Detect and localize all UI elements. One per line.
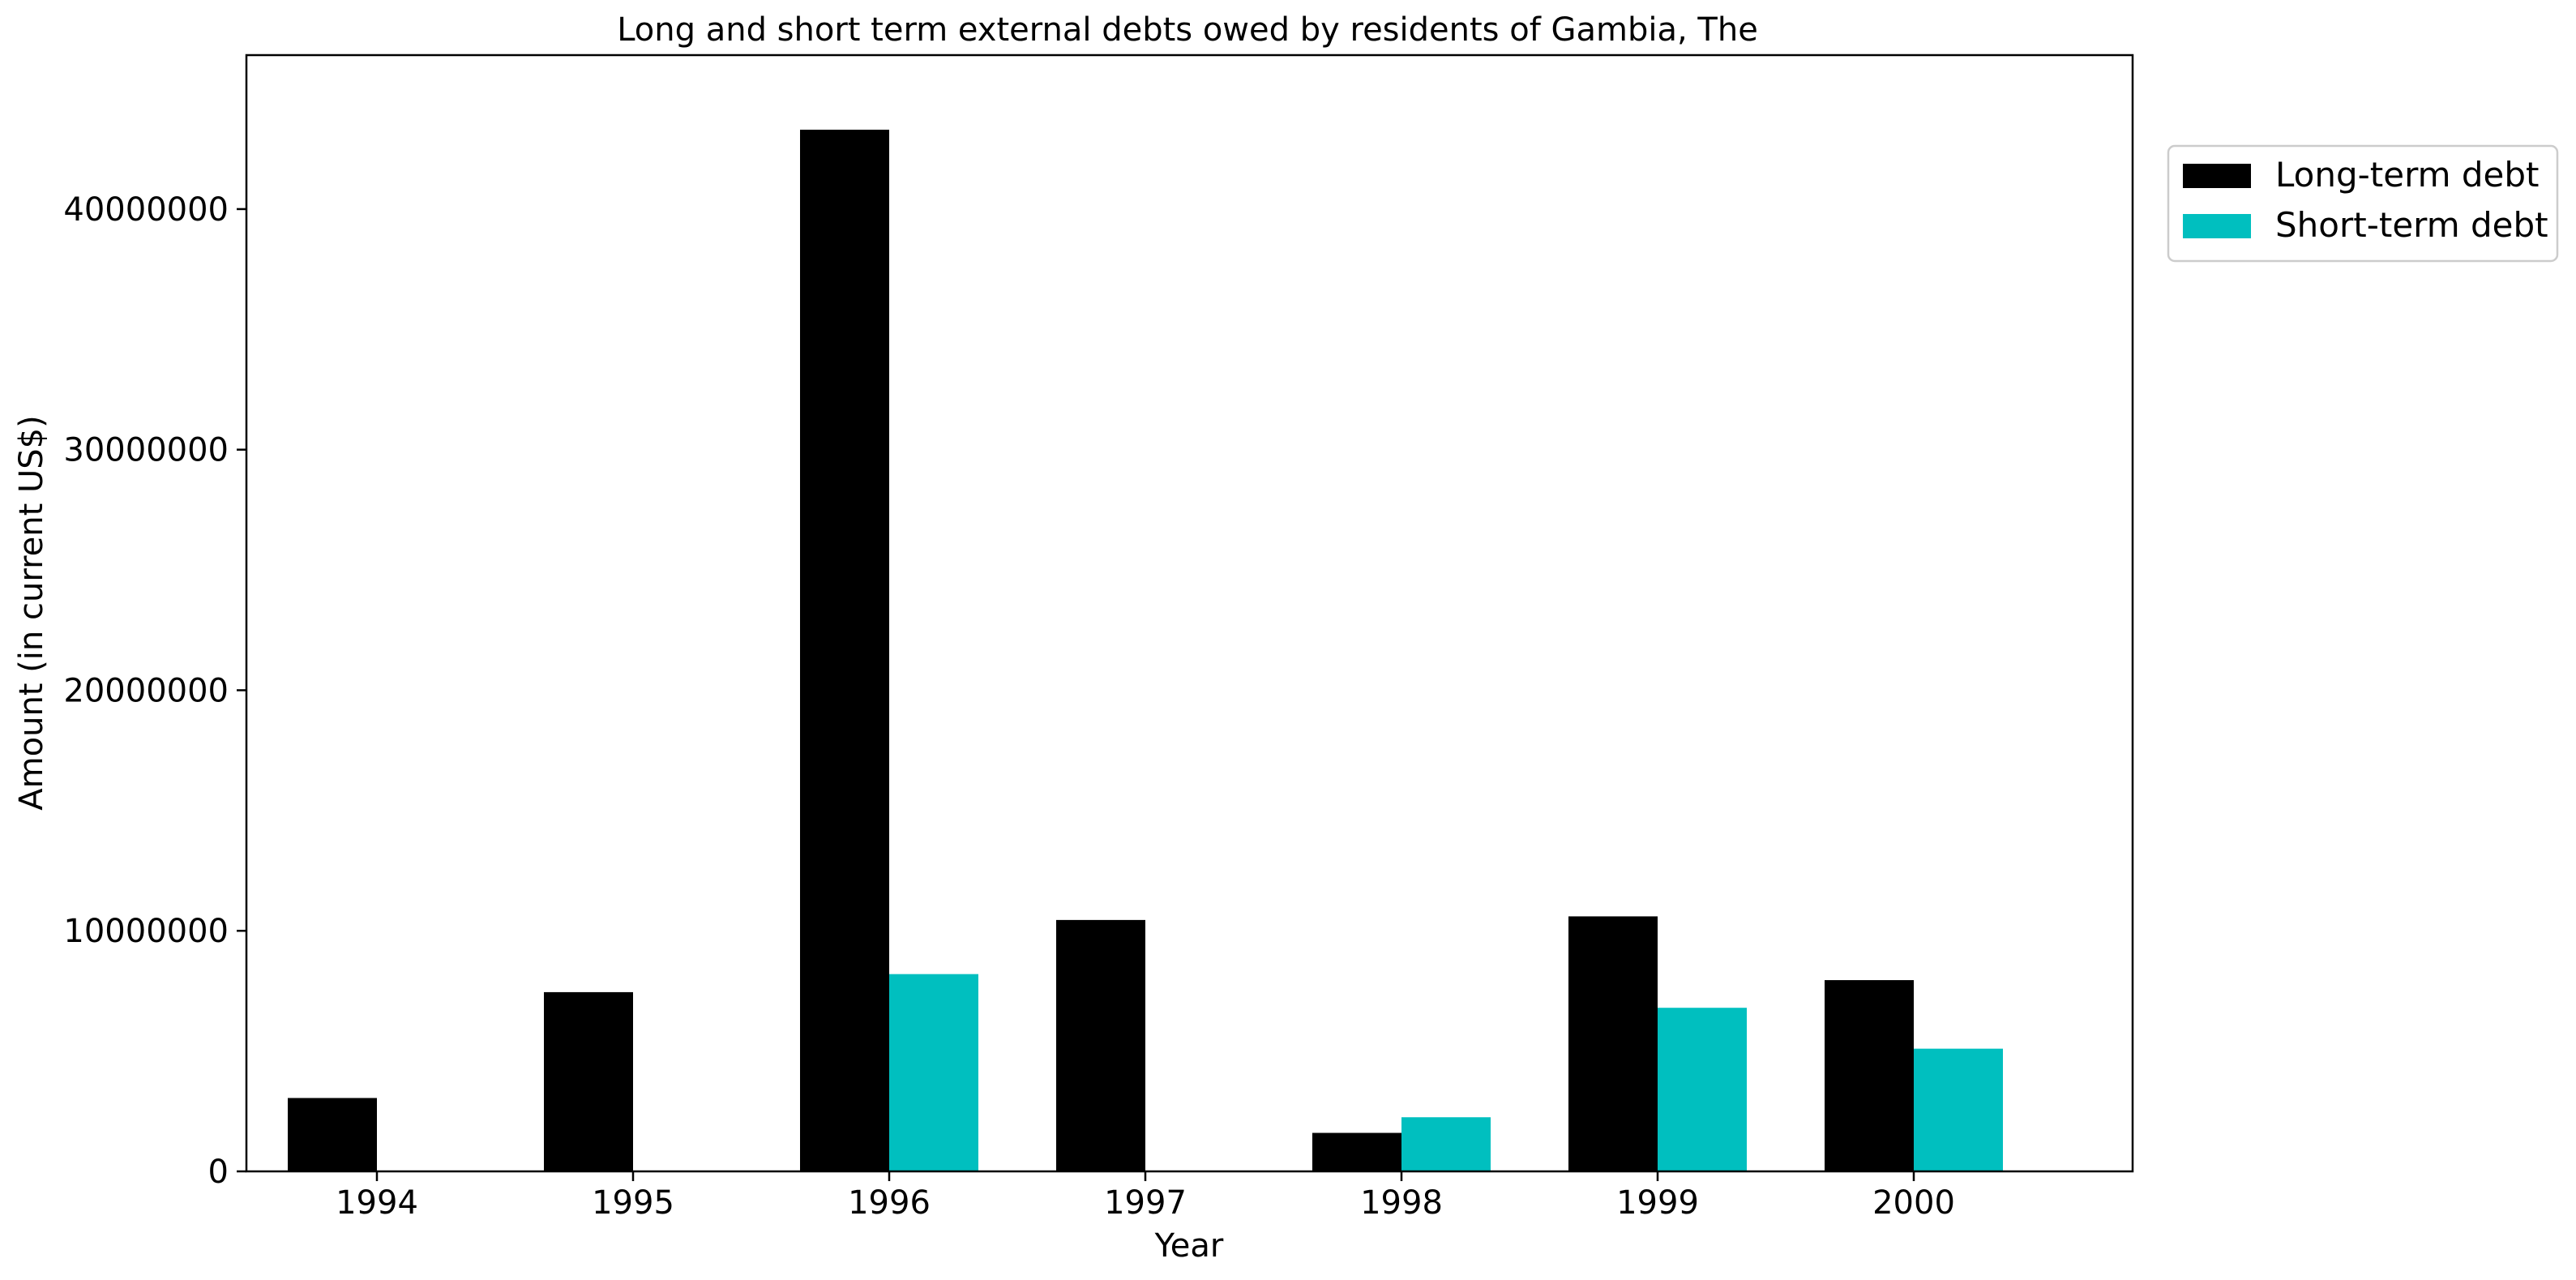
x-tick-label: 1997 (1104, 1184, 1187, 1222)
bar-long-term-1995 (544, 991, 633, 1171)
legend-swatch-short-term (2183, 214, 2251, 238)
bar-long-term-1998 (1312, 1132, 1401, 1171)
bar-long-term-1999 (1568, 916, 1658, 1171)
bar-short-term-2000 (1914, 1048, 2003, 1171)
y-tick-label: 30000000 (63, 432, 229, 469)
x-axis: 1994 1995 1996 1997 1998 1999 2000 (336, 1171, 1955, 1222)
x-tick-label: 1994 (336, 1184, 418, 1222)
plot-area-frame (245, 54, 2134, 1173)
y-axis: 0 10000000 20000000 30000000 40000000 (63, 191, 246, 1191)
legend: Long-term debt Short-term debt (2167, 144, 2559, 263)
legend-label-long-term: Long-term debt (2275, 155, 2540, 195)
legend-label-short-term: Short-term debt (2275, 205, 2548, 245)
y-tick-label: 40000000 (63, 191, 229, 229)
x-tick-label: 2000 (1872, 1184, 1955, 1222)
bar-long-term-1996 (800, 129, 889, 1172)
y-tick-label: 20000000 (63, 672, 229, 709)
bar-long-term-1994 (288, 1098, 377, 1171)
chart-title: Long and short term external debts owed … (617, 11, 1758, 49)
bar-short-term-1999 (1658, 1008, 1747, 1171)
bar-short-term-1996 (889, 974, 978, 1171)
bar-short-term-1998 (1401, 1117, 1491, 1171)
bar-long-term-2000 (1825, 980, 1914, 1171)
y-axis-title: Amount (in current US$) (13, 415, 50, 810)
legend-frame (2167, 144, 2559, 263)
bar-long-term-1997 (1056, 919, 1145, 1171)
x-tick-label: 1996 (848, 1184, 931, 1222)
y-tick-label: 10000000 (63, 913, 229, 950)
x-tick-label: 1999 (1616, 1184, 1699, 1222)
legend-swatch-long-term (2183, 164, 2251, 188)
x-tick-label: 1998 (1360, 1184, 1443, 1222)
x-tick-label: 1995 (592, 1184, 674, 1222)
y-tick-label: 0 (208, 1154, 229, 1191)
bars-group (288, 129, 2003, 1172)
x-axis-title: Year (1154, 1227, 1224, 1265)
